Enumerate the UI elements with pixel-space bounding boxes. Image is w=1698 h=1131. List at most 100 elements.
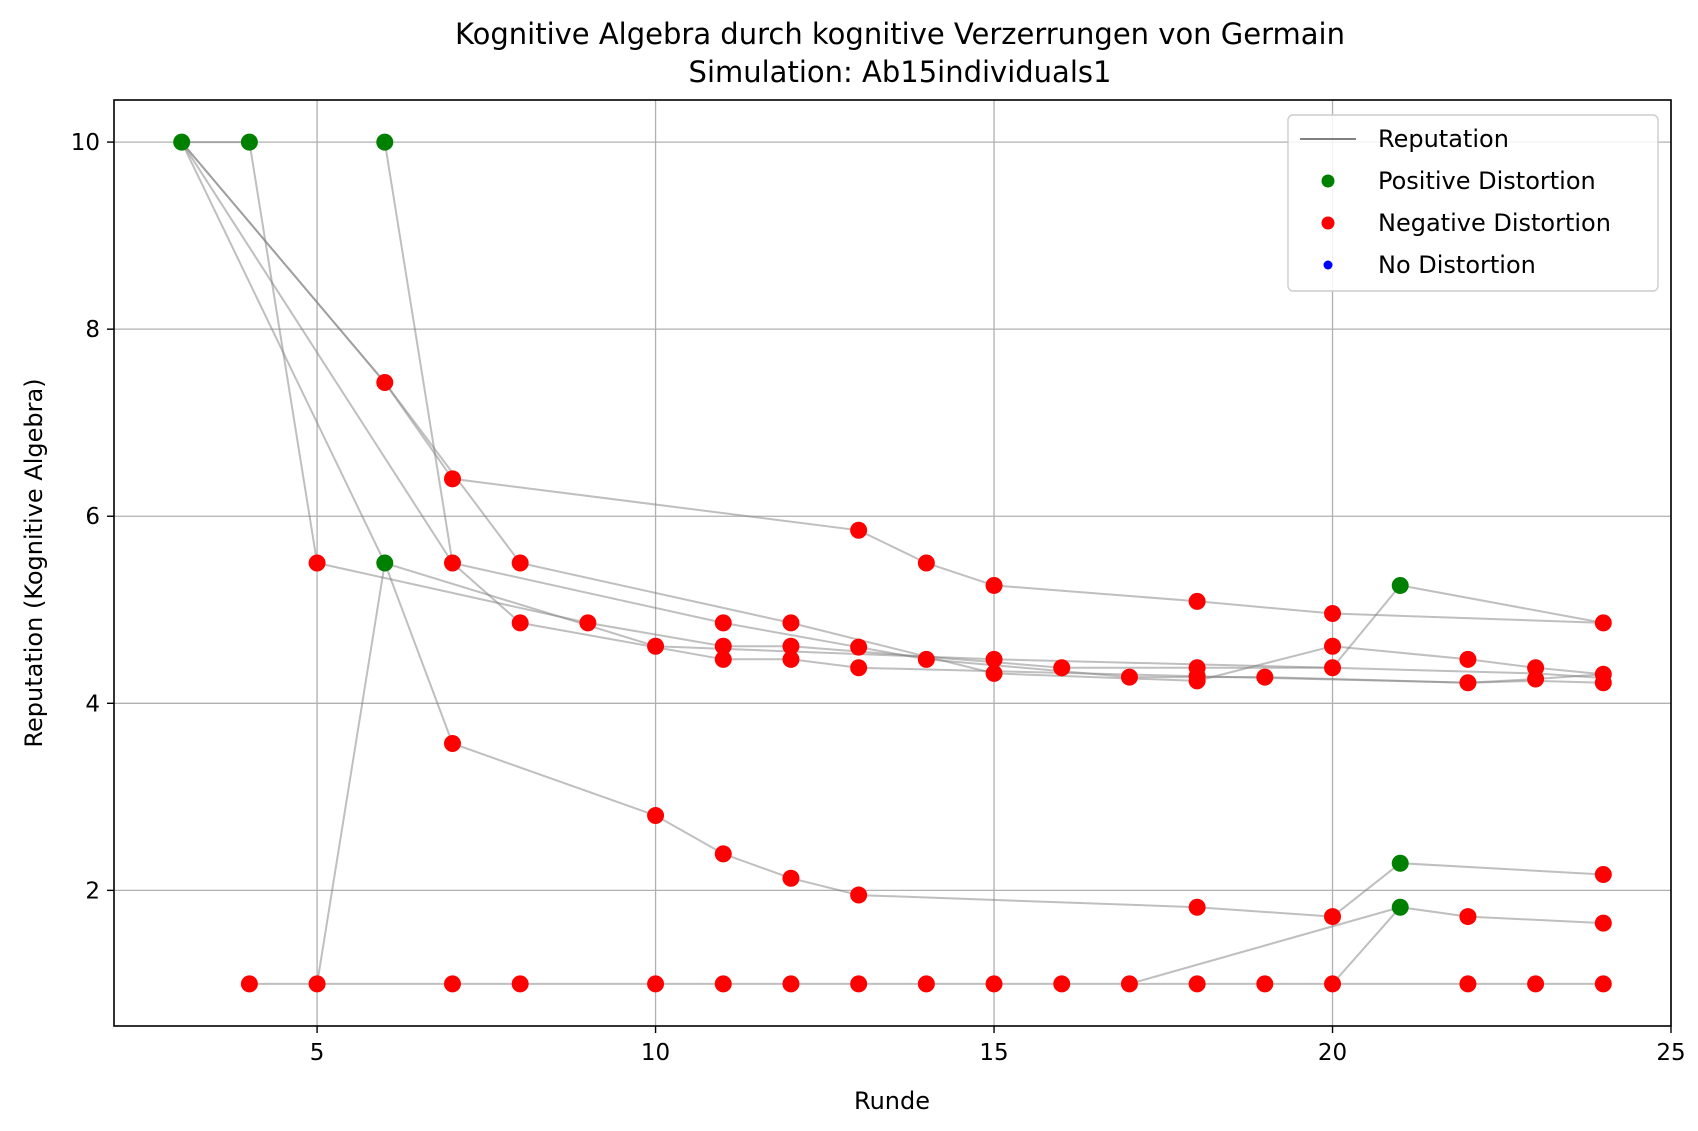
negative-distortion-point xyxy=(1256,668,1274,686)
negative-distortion-point xyxy=(1594,975,1612,993)
negative-distortion-point xyxy=(1527,975,1545,993)
negative-distortion-point xyxy=(1594,865,1612,883)
negative-distortion-point xyxy=(782,975,800,993)
negative-distortion-point xyxy=(1256,975,1274,993)
negative-distortion-point xyxy=(1053,975,1071,993)
negative-distortion-point xyxy=(714,975,732,993)
negative-distortion-point xyxy=(917,650,935,668)
negative-distortion-point xyxy=(850,659,868,677)
negative-distortion-point xyxy=(917,975,935,993)
negative-distortion-point xyxy=(985,576,1003,594)
negative-distortion-point xyxy=(985,975,1003,993)
legend-none-swatch xyxy=(1323,260,1333,270)
legend-label-negative: Negative Distortion xyxy=(1378,209,1611,237)
legend-label-positive: Positive Distortion xyxy=(1378,167,1596,195)
negative-distortion-point xyxy=(511,975,529,993)
negative-distortion-point xyxy=(1120,975,1138,993)
y-tick-label: 4 xyxy=(85,691,100,717)
legend-box xyxy=(1287,114,1659,292)
legend-positive-swatch xyxy=(1321,174,1335,188)
negative-distortion-point xyxy=(1459,650,1477,668)
reputation-line xyxy=(383,141,1604,684)
negative-distortion-point xyxy=(443,975,461,993)
negative-distortion-point xyxy=(1594,674,1612,692)
x-tick-label: 20 xyxy=(1318,1040,1347,1066)
x-axis-label: Runde xyxy=(854,1087,930,1115)
negative-distortion-point xyxy=(850,521,868,539)
negative-distortion-point xyxy=(714,650,732,668)
negative-distortion-point xyxy=(1459,908,1477,926)
negative-distortion-point xyxy=(917,554,935,572)
negative-distortion-point xyxy=(1594,614,1612,632)
negative-distortion-point xyxy=(850,886,868,904)
negative-distortion-point xyxy=(443,470,461,488)
negative-distortion-point xyxy=(1324,975,1342,993)
legend-negative-swatch xyxy=(1321,216,1335,230)
y-axis-label: Reputation (Kognitive Algebra) xyxy=(20,378,48,747)
negative-distortion-point xyxy=(985,650,1003,668)
x-tick-label: 10 xyxy=(641,1040,670,1066)
negative-distortion-point xyxy=(985,664,1003,682)
legend-label-none: No Distortion xyxy=(1378,251,1536,279)
negative-distortion-point xyxy=(782,869,800,887)
negative-distortion-point xyxy=(443,554,461,572)
positive-distortion-point xyxy=(376,133,394,151)
negative-distortion-point xyxy=(782,637,800,655)
negative-distortion-point xyxy=(1120,668,1138,686)
negative-distortion-point xyxy=(1188,592,1206,610)
negative-distortion-point xyxy=(714,637,732,655)
y-tick-label: 10 xyxy=(71,130,100,156)
negative-distortion-point xyxy=(376,373,394,391)
negative-distortion-point xyxy=(308,554,326,572)
axis-ticks: 5 10 15 20 25 2 4 6 8 10 xyxy=(71,130,1686,1066)
x-tick-label: 25 xyxy=(1656,1040,1685,1066)
negative-distortion-point xyxy=(308,975,326,993)
x-tick-label: 5 xyxy=(310,1040,325,1066)
y-tick-label: 8 xyxy=(85,317,100,343)
chart-title: Kognitive Algebra durch kognitive Verzer… xyxy=(455,17,1345,51)
negative-distortion-point xyxy=(1324,659,1342,677)
positive-distortion-point xyxy=(1391,854,1409,872)
plot-frame xyxy=(113,99,1672,1027)
negative-distortion-point xyxy=(1324,908,1342,926)
negative-distortion-point xyxy=(714,845,732,863)
negative-distortion-point xyxy=(850,638,868,656)
positive-distortion-point xyxy=(376,554,394,572)
negative-distortion-point xyxy=(443,735,461,753)
negative-distortion-point xyxy=(850,975,868,993)
positive-distortion-point xyxy=(173,133,191,151)
reputation-line xyxy=(1331,906,1401,985)
negative-distortion-point xyxy=(647,975,665,993)
negative-distortion-point xyxy=(1053,659,1071,677)
positive-distortion-point xyxy=(240,133,258,151)
distortion-points xyxy=(173,133,1612,993)
negative-distortion-point xyxy=(1459,674,1477,692)
negative-distortion-point xyxy=(1459,975,1477,993)
negative-distortion-point xyxy=(1594,914,1612,932)
negative-distortion-point xyxy=(647,637,665,655)
negative-distortion-point xyxy=(1188,898,1206,916)
y-tick-label: 6 xyxy=(85,504,100,530)
positive-distortion-point xyxy=(1391,898,1409,916)
legend-label-reputation: Reputation xyxy=(1378,125,1509,153)
negative-distortion-point xyxy=(579,614,597,632)
positive-distortion-point xyxy=(1391,576,1409,594)
negative-distortion-point xyxy=(1188,975,1206,993)
negative-distortion-point xyxy=(782,650,800,668)
negative-distortion-point xyxy=(782,614,800,632)
x-tick-label: 15 xyxy=(979,1040,1008,1066)
negative-distortion-point xyxy=(714,614,732,632)
reputation-line xyxy=(1129,906,1604,985)
negative-distortion-point xyxy=(240,975,258,993)
legend: Reputation Positive Distortion Negative … xyxy=(1287,114,1659,292)
y-tick-label: 2 xyxy=(85,878,100,904)
negative-distortion-point xyxy=(511,614,529,632)
chart-subtitle: Simulation: Ab15individuals1 xyxy=(689,55,1112,89)
negative-distortion-point xyxy=(1324,605,1342,623)
negative-distortion-point xyxy=(1324,637,1342,655)
negative-distortion-point xyxy=(1188,672,1206,690)
negative-distortion-point xyxy=(1527,670,1545,688)
negative-distortion-point xyxy=(511,554,529,572)
negative-distortion-point xyxy=(647,807,665,825)
